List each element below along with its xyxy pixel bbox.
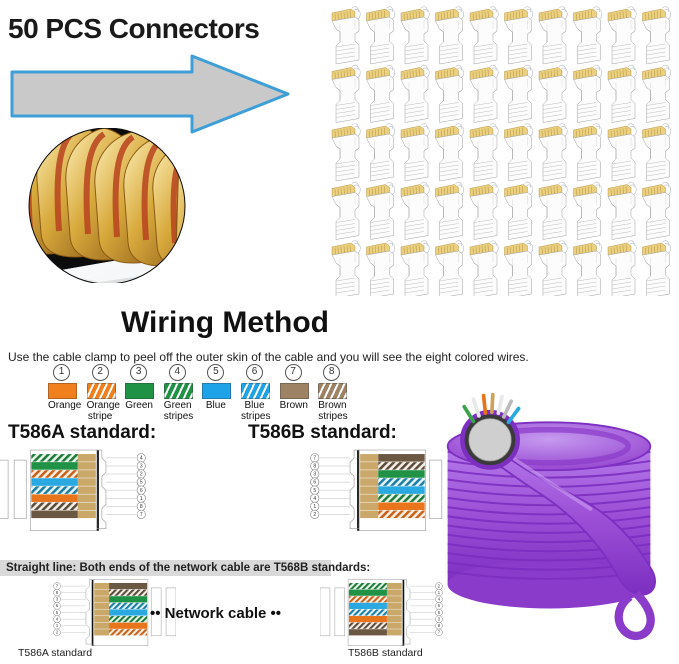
- svg-text:3: 3: [140, 464, 143, 470]
- svg-text:7: 7: [313, 455, 316, 461]
- svg-text:3: 3: [313, 472, 316, 478]
- svg-text:4: 4: [313, 496, 316, 502]
- svg-text:4: 4: [140, 455, 143, 461]
- svg-text:1: 1: [313, 504, 316, 510]
- svg-text:6: 6: [140, 488, 143, 494]
- svg-text:7: 7: [140, 512, 143, 518]
- svg-text:8: 8: [140, 504, 143, 510]
- svg-text:5: 5: [140, 480, 143, 486]
- svg-text:6: 6: [313, 480, 316, 486]
- svg-text:5: 5: [313, 488, 316, 494]
- svg-text:2: 2: [140, 472, 143, 478]
- svg-text:2: 2: [313, 512, 316, 518]
- svg-text:8: 8: [313, 464, 316, 470]
- svg-text:1: 1: [140, 496, 143, 502]
